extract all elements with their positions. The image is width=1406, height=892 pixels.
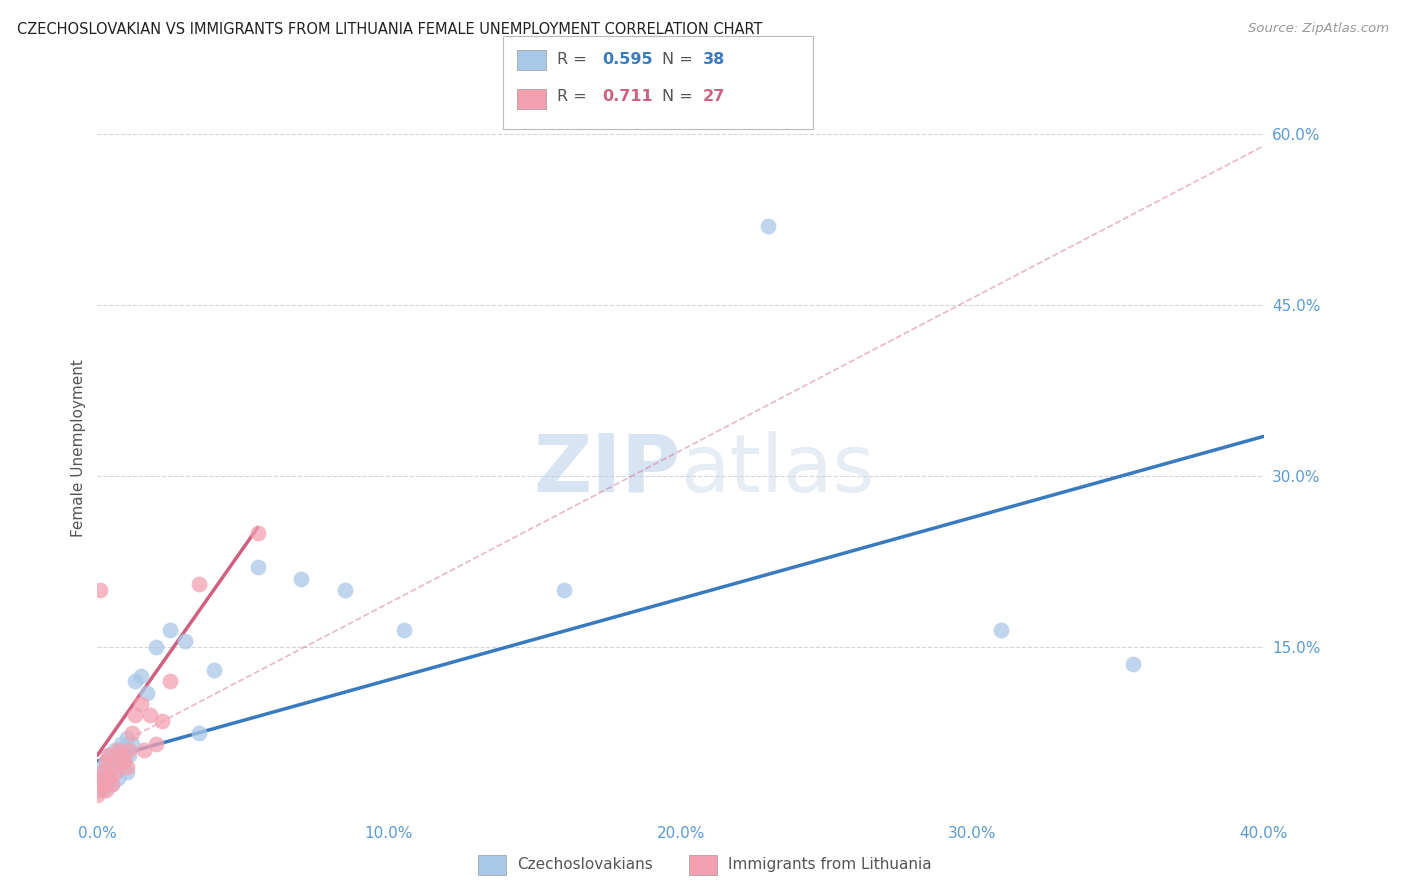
Point [89, 782, 111, 797]
Point [124, 708, 146, 723]
Point [101, 760, 124, 774]
Point [89, 765, 111, 780]
Point [110, 737, 132, 751]
Point [89, 777, 111, 791]
Point [104, 742, 127, 756]
Point [94, 782, 117, 797]
Point [121, 725, 143, 739]
Text: N =: N = [662, 89, 699, 104]
Text: CZECHOSLOVAKIAN VS IMMIGRANTS FROM LITHUANIA FEMALE UNEMPLOYMENT CORRELATION CHA: CZECHOSLOVAKIAN VS IMMIGRANTS FROM LITHU… [17, 22, 762, 37]
Point [107, 771, 129, 785]
Point [553, 583, 575, 598]
Point [101, 777, 124, 791]
Point [121, 737, 143, 751]
Point [94, 754, 117, 768]
Point [150, 714, 173, 728]
Point [91, 782, 114, 797]
Point [159, 623, 181, 637]
Text: Immigrants from Lithuania: Immigrants from Lithuania [728, 857, 932, 871]
Point [188, 577, 211, 591]
Point [104, 765, 127, 780]
Text: 0.711: 0.711 [602, 89, 652, 104]
Y-axis label: Female Unemployment: Female Unemployment [72, 359, 86, 537]
Text: N =: N = [662, 52, 699, 67]
Point [98, 765, 121, 780]
Point [246, 560, 269, 574]
Point [1122, 657, 1144, 672]
Point [104, 748, 127, 763]
Point [91, 777, 114, 791]
Point [129, 697, 152, 711]
Point [86, 771, 108, 785]
Point [202, 663, 225, 677]
Point [98, 748, 121, 763]
Point [290, 572, 312, 586]
Point [110, 754, 132, 768]
Point [145, 640, 167, 654]
Point [145, 737, 167, 751]
Point [94, 777, 117, 791]
Point [110, 748, 132, 763]
Point [173, 634, 195, 648]
Point [101, 760, 124, 774]
Point [129, 668, 152, 682]
Point [115, 731, 138, 746]
Point [756, 219, 779, 233]
Point [107, 742, 129, 756]
Point [392, 623, 415, 637]
Text: 38: 38 [703, 52, 725, 67]
Point [188, 725, 211, 739]
Point [136, 686, 159, 700]
Text: atlas: atlas [681, 431, 875, 509]
Point [112, 754, 135, 768]
Text: R =: R = [557, 52, 592, 67]
Point [115, 760, 138, 774]
Point [115, 765, 138, 780]
Text: Source: ZipAtlas.com: Source: ZipAtlas.com [1249, 22, 1389, 36]
Point [98, 748, 121, 763]
Point [159, 674, 181, 689]
Text: Czechoslovakians: Czechoslovakians [517, 857, 654, 871]
Point [86, 788, 108, 802]
Point [94, 771, 117, 785]
Point [94, 754, 117, 768]
Text: 0.595: 0.595 [602, 52, 652, 67]
Point [101, 777, 124, 791]
Point [89, 583, 111, 598]
Text: 27: 27 [703, 89, 725, 104]
Point [91, 765, 114, 780]
Text: ZIP: ZIP [533, 431, 681, 509]
Point [89, 771, 111, 785]
Point [132, 742, 155, 756]
Point [98, 771, 121, 785]
Point [246, 526, 269, 541]
Point [118, 748, 141, 763]
Point [118, 742, 141, 756]
Point [335, 583, 357, 598]
Point [990, 623, 1012, 637]
Point [91, 760, 114, 774]
Point [112, 748, 135, 763]
Point [124, 674, 146, 689]
Text: R =: R = [557, 89, 596, 104]
Point [139, 708, 162, 723]
